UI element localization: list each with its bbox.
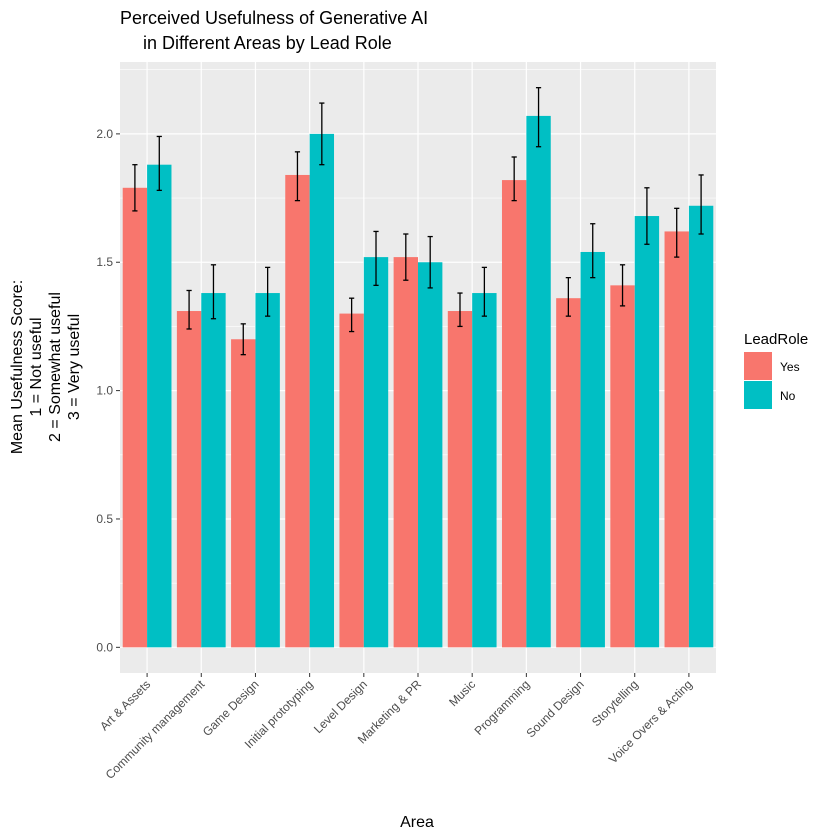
chart-title-line-2: in Different Areas by Lead Role <box>143 33 392 53</box>
error-bar-no-5 <box>427 235 433 289</box>
y-axis: 0.0 0.5 1.0 1.5 2.0 <box>96 127 120 654</box>
bar-no-9 <box>634 216 660 648</box>
legend-label-no: No <box>780 389 796 403</box>
y-tick-label: 1.5 <box>96 255 113 269</box>
bar-no-4 <box>363 257 389 648</box>
chart-title-line-1: Perceived Usefulness of Generative AI <box>120 8 428 28</box>
chart-title: Perceived Usefulness of Generative AI in… <box>120 8 428 53</box>
y-tick-label: 0.0 <box>96 640 113 654</box>
x-tick-label: Programming <box>472 677 533 738</box>
error-bar-no-6 <box>481 266 487 317</box>
error-bar-no-4 <box>373 230 379 286</box>
y-axis-title-line-1: Mean Usefulness Score: <box>9 280 26 454</box>
bar-yes-10 <box>664 231 689 648</box>
x-axis-title: Area <box>400 814 434 831</box>
error-bar-no-10 <box>698 174 704 235</box>
error-bar-yes-4 <box>349 297 355 333</box>
legend: LeadRole Yes No <box>744 331 808 409</box>
y-axis-title-line-4: 3 = Very useful <box>66 314 83 420</box>
y-axis-title-line-3: 2 = Somewhat useful <box>47 292 64 442</box>
error-bar-yes-1 <box>186 289 192 330</box>
legend-title: LeadRole <box>744 331 808 348</box>
error-bar-no-8 <box>590 223 596 279</box>
bar-yes-4 <box>339 313 364 648</box>
legend-key-no <box>744 381 772 409</box>
error-bar-no-2 <box>265 266 271 317</box>
x-tick-label: Sound Design <box>523 677 586 740</box>
bars <box>122 115 714 648</box>
bar-no-7 <box>526 115 551 648</box>
x-tick-label: Storytelling <box>589 677 641 729</box>
bar-yes-6 <box>447 311 473 648</box>
error-bar-no-9 <box>644 187 650 245</box>
error-bar-no-1 <box>210 264 217 320</box>
error-bar-no-0 <box>156 135 162 192</box>
bar-no-0 <box>147 164 172 648</box>
bar-yes-9 <box>610 285 635 648</box>
error-bar-yes-0 <box>132 164 138 212</box>
bar-no-2 <box>255 293 280 648</box>
y-tick-label: 1.0 <box>96 384 113 398</box>
error-bar-yes-2 <box>240 323 246 356</box>
y-tick-label: 0.5 <box>96 512 113 526</box>
legend-label-yes: Yes <box>780 360 800 374</box>
y-tick-label: 2.0 <box>96 127 113 141</box>
error-bars <box>132 87 704 356</box>
x-tick-label: Music <box>446 677 478 709</box>
bar-no-6 <box>472 293 497 648</box>
bar-yes-5 <box>393 257 418 648</box>
bar-no-3 <box>309 133 335 648</box>
bar-no-10 <box>688 205 714 648</box>
bar-yes-2 <box>231 339 256 648</box>
bar-yes-0 <box>122 187 148 648</box>
legend-key-yes <box>744 352 772 380</box>
bar-yes-8 <box>556 298 581 648</box>
bar-no-1 <box>201 293 226 648</box>
y-axis-title-line-2: 1 = Not useful <box>28 317 45 416</box>
x-tick-label: Community management <box>103 677 208 782</box>
error-bar-no-3 <box>319 102 325 166</box>
bar-yes-7 <box>501 180 527 648</box>
bar-yes-3 <box>285 174 310 648</box>
error-bar-yes-8 <box>565 276 571 317</box>
bar-yes-1 <box>176 311 202 648</box>
error-bar-yes-5 <box>403 233 409 281</box>
error-bar-yes-10 <box>674 207 680 258</box>
x-tick-label: Level Design <box>311 677 370 736</box>
x-tick-label: Art & Assets <box>97 677 153 733</box>
error-bar-yes-3 <box>294 151 301 202</box>
error-bar-yes-6 <box>457 292 463 328</box>
bar-no-8 <box>580 251 605 648</box>
bar-no-5 <box>418 262 443 648</box>
error-bar-yes-7 <box>511 156 517 202</box>
error-bar-no-7 <box>535 87 542 148</box>
error-bar-yes-9 <box>619 264 626 307</box>
y-axis-title: Mean Usefulness Score: 1 = Not useful 2 … <box>9 280 83 454</box>
